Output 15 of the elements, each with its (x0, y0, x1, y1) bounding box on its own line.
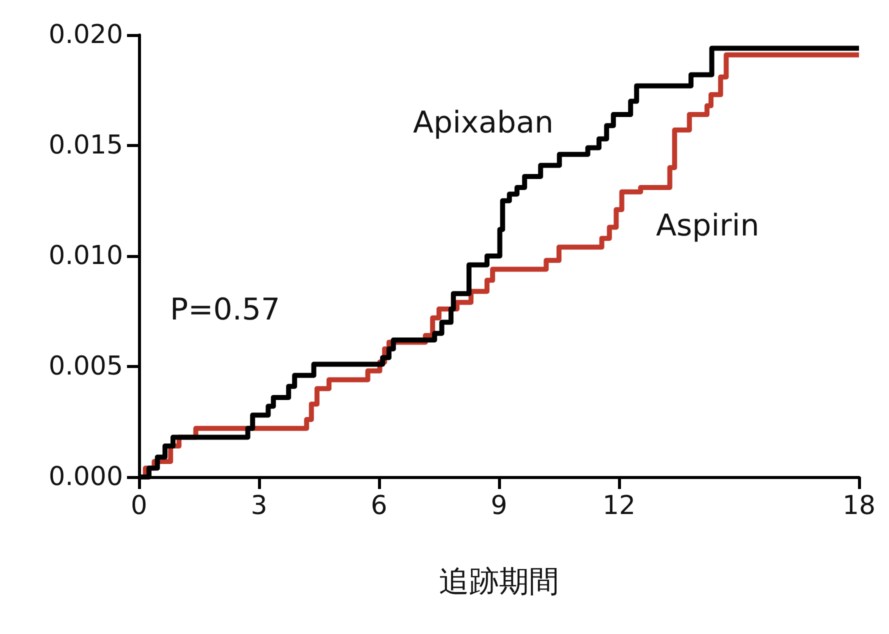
x-tick-label: 9 (490, 491, 508, 521)
y-tick-label: 0.010 (48, 241, 123, 271)
series-label: Apixaban (413, 106, 554, 140)
series-label: Aspirin (656, 208, 760, 244)
y-tick-label: 0.000 (48, 462, 123, 492)
x-tick-label: 0 (130, 491, 148, 521)
x-tick-label: 3 (250, 491, 268, 521)
x-axis-title: 追跡期間 (439, 564, 559, 600)
annotation: P=0.57 (170, 292, 280, 328)
x-tick-label: 12 (602, 491, 636, 521)
y-tick-label: 0.005 (48, 352, 123, 382)
x-tick-label: 18 (842, 491, 876, 521)
y-tick-label: 0.015 (48, 130, 123, 160)
y-tick-label: 0.020 (48, 20, 123, 50)
x-tick-label: 6 (370, 491, 388, 521)
